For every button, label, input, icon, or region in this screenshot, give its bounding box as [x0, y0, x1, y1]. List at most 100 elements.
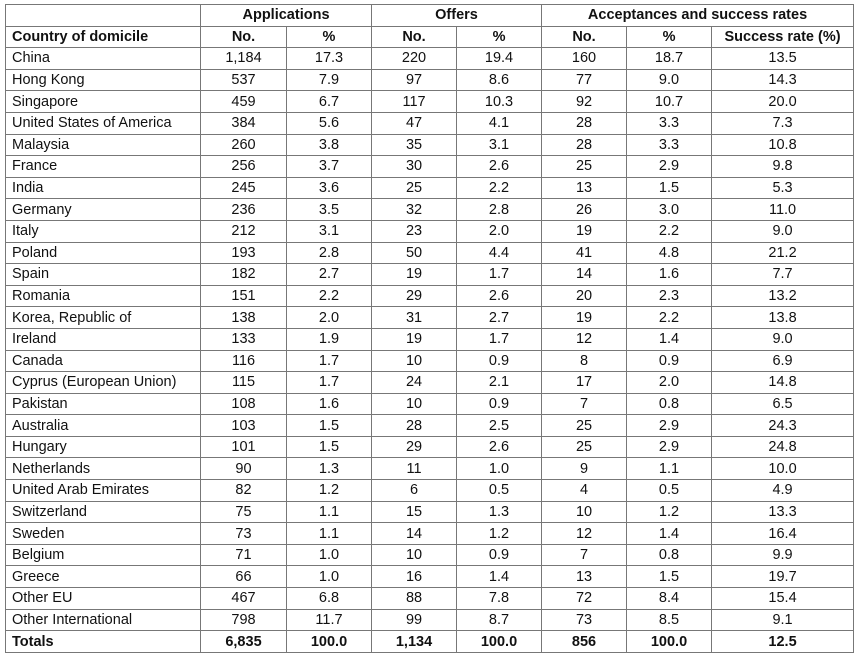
value-cell: 31 — [371, 306, 458, 329]
totals-cell: 1,134 — [371, 630, 458, 653]
country-cell: Sweden — [5, 522, 201, 545]
value-cell: 13.5 — [711, 47, 855, 70]
value-cell: 18.7 — [626, 47, 713, 70]
table-row: India 245 3.6 25 2.2 13 1.5 5.3 — [5, 176, 855, 200]
value-cell: 2.6 — [456, 284, 543, 308]
table-row: Other International 798 11.7 99 8.7 73 8.5 9.1 — [5, 608, 855, 632]
value-cell: 73 — [541, 608, 628, 632]
value-cell: 256 — [200, 155, 287, 178]
value-cell: 6 — [371, 479, 458, 502]
value-cell: 133 — [200, 327, 287, 351]
value-cell: 11 — [371, 457, 458, 481]
value-cell: 220 — [371, 47, 458, 70]
table-row: Pakistan 108 1.6 10 0.9 7 0.8 6.5 — [5, 392, 855, 416]
value-cell: 1.1 — [285, 522, 373, 545]
table-row: Switzerland 75 1.1 15 1.3 10 1.2 13.3 — [5, 500, 855, 524]
value-cell: 0.5 — [626, 479, 713, 502]
value-cell: 0.5 — [456, 479, 543, 502]
table-row: Malaysia 260 3.8 35 3.1 28 3.3 10.8 — [5, 133, 855, 157]
table-row: Cyprus (European Union) 115 1.7 24 2.1 17 2.0 1… — [5, 371, 855, 394]
value-cell: 28 — [541, 133, 628, 157]
value-cell: 108 — [200, 392, 287, 416]
value-cell: 99 — [371, 608, 458, 632]
value-cell: 2.5 — [456, 414, 543, 437]
value-cell: 1.4 — [626, 522, 713, 545]
value-cell: 260 — [200, 133, 287, 157]
value-cell: 9.0 — [626, 68, 713, 92]
value-cell: 32 — [371, 198, 458, 221]
value-cell: 1.5 — [626, 176, 713, 200]
value-cell: 10 — [371, 392, 458, 416]
value-cell: 467 — [200, 587, 287, 610]
value-cell: 3.1 — [456, 133, 543, 157]
value-cell: 4.8 — [626, 241, 713, 265]
value-cell: 25 — [541, 414, 628, 437]
value-cell: 182 — [200, 263, 287, 286]
value-cell: 1,184 — [200, 47, 287, 70]
value-cell: 4 — [541, 479, 628, 502]
country-cell: Cyprus (European Union) — [5, 371, 201, 394]
value-cell: 115 — [200, 371, 287, 394]
column-header: % — [626, 25, 713, 49]
value-cell: 3.8 — [285, 133, 373, 157]
value-cell: 15 — [371, 500, 458, 524]
column-header: No. — [371, 25, 458, 49]
value-cell: 2.2 — [285, 284, 373, 308]
value-cell: 25 — [371, 176, 458, 200]
value-cell: 13 — [541, 176, 628, 200]
value-cell: 459 — [200, 90, 287, 113]
value-cell: 1.9 — [285, 327, 373, 351]
table-row: Ireland 133 1.9 19 1.7 12 1.4 9.0 — [5, 327, 855, 351]
table-head: Applications Offers Acceptances and succes… — [5, 4, 855, 49]
group-header: Acceptances and success rates — [541, 4, 855, 27]
value-cell: 13.2 — [711, 284, 855, 308]
totals-cell: 100.0 — [626, 630, 713, 653]
value-cell: 20 — [541, 284, 628, 308]
value-cell: 2.0 — [626, 371, 713, 394]
value-cell: 72 — [541, 587, 628, 610]
value-cell: 10.3 — [456, 90, 543, 113]
value-cell: 28 — [541, 111, 628, 135]
value-cell: 20.0 — [711, 90, 855, 113]
value-cell: 1.6 — [626, 263, 713, 286]
column-header: % — [456, 25, 543, 49]
value-cell: 92 — [541, 90, 628, 113]
value-cell: 88 — [371, 587, 458, 610]
country-cell: United Arab Emirates — [5, 479, 201, 502]
value-cell: 10 — [371, 543, 458, 567]
country-cell: Romania — [5, 284, 201, 308]
table-row: United States of America 384 5.6 47 4.1 28 3.3… — [5, 111, 855, 135]
value-cell: 3.6 — [285, 176, 373, 200]
value-cell: 103 — [200, 414, 287, 437]
value-cell: 23 — [371, 219, 458, 243]
value-cell: 0.9 — [456, 392, 543, 416]
value-cell: 1.7 — [456, 327, 543, 351]
value-cell: 13 — [541, 565, 628, 589]
table-row: Spain 182 2.7 19 1.7 14 1.6 7.7 — [5, 263, 855, 286]
value-cell: 0.9 — [626, 349, 713, 373]
value-cell: 1.2 — [626, 500, 713, 524]
column-header: Success rate (%) — [711, 25, 855, 49]
value-cell: 19 — [541, 306, 628, 329]
value-cell: 8.7 — [456, 608, 543, 632]
country-cell: China — [5, 47, 201, 70]
value-cell: 212 — [200, 219, 287, 243]
value-cell: 7.3 — [711, 111, 855, 135]
value-cell: 1.6 — [285, 392, 373, 416]
value-cell: 1.5 — [285, 414, 373, 437]
value-cell: 138 — [200, 306, 287, 329]
country-cell: Italy — [5, 219, 201, 243]
totals-cell: 12.5 — [711, 630, 855, 653]
value-cell: 1.0 — [456, 457, 543, 481]
value-cell: 10.7 — [626, 90, 713, 113]
value-cell: 1.7 — [285, 371, 373, 394]
table-row: Netherlands 90 1.3 11 1.0 9 1.1 10.0 — [5, 457, 855, 481]
value-cell: 2.0 — [285, 306, 373, 329]
value-cell: 2.9 — [626, 414, 713, 437]
value-cell: 19 — [541, 219, 628, 243]
value-cell: 9.1 — [711, 608, 855, 632]
country-cell: Korea, Republic of — [5, 306, 201, 329]
value-cell: 29 — [371, 284, 458, 308]
value-cell: 19 — [371, 327, 458, 351]
